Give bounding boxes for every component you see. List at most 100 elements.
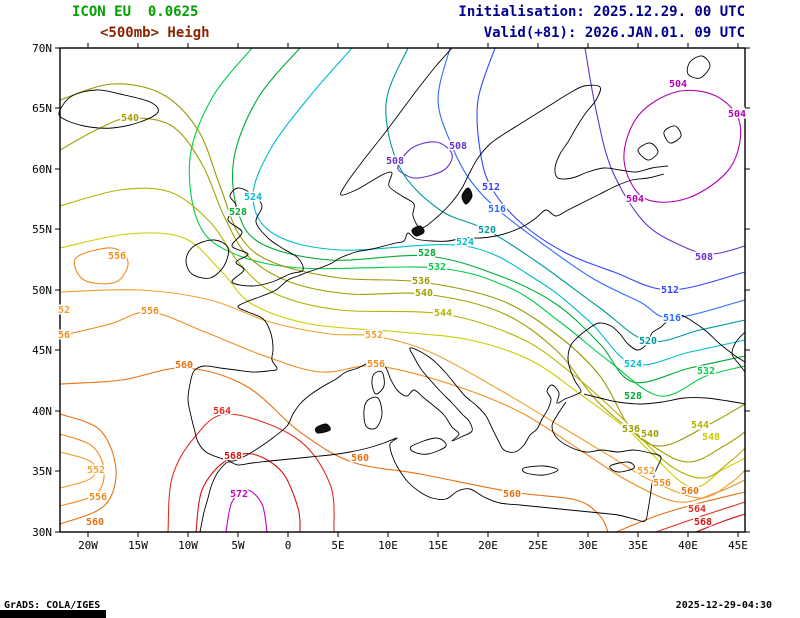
contour-label-508: 508 [386,156,404,167]
contour-524 [252,47,746,366]
contour-label-528: 528 [624,391,642,402]
coast-scandinavia [340,47,669,229]
contour-572 [225,489,268,533]
coast-mallorca [314,423,331,434]
contour-560 [615,491,746,533]
coast-danish-isles [411,225,425,237]
field-title: <500mb> Heigh [100,25,210,41]
contour-544 [59,187,746,479]
lon-label: 15W [128,539,148,552]
contour-label-560: 560 [175,360,193,371]
contour-label-540: 540 [121,113,139,124]
lon-label: 45E [728,539,748,552]
lat-label: 35N [32,465,52,478]
contour-520 [385,47,746,343]
contour-label-516: 516 [663,313,681,324]
contour-label-532: 532 [428,262,446,273]
contour-label-552: 552 [87,465,105,476]
coast-sardinia [363,396,383,430]
lon-label: 5W [231,539,245,552]
contour-label-532: 532 [697,366,715,377]
coast-crete [522,465,559,476]
axis-ticks [55,43,750,537]
coast-white-sea [686,55,711,79]
coastlines [58,47,746,533]
contour-label-504: 504 [728,109,746,120]
coast-gotland [461,187,473,205]
coast-corsica [371,370,385,395]
contour-528 [232,47,746,384]
contour-label-504: 504 [626,194,644,205]
contour-548 [59,232,746,488]
coast-sicily [409,437,447,455]
contour-label-572: 572 [230,489,248,500]
lon-label: 5E [331,539,344,552]
contour-value-labels: 540 504 504 504 508 508 508 512 516 520 524 524 528 5… [56,78,747,530]
contour-504 [623,89,742,203]
logo-bar [0,610,106,618]
lat-label: 45N [32,344,52,357]
lon-label: 15E [428,539,448,552]
contour-label-568: 568 [694,517,712,528]
init-time-label: Initialisation: 2025.12.29. 00 UTC [458,4,745,20]
coast-great-britain [227,187,304,287]
contour-568 [195,453,301,533]
contour-label-564: 564 [688,504,706,515]
contour-label-540: 540 [641,429,659,440]
contour-556 [73,247,129,285]
contour-label-512: 512 [482,182,500,193]
axis-labels: 20W 15W 10W 5W 0 5E 10E 15E 20E 25E 30E 35E 40E 45E 70… [32,42,748,552]
contour-label-552: 552 [637,466,655,477]
lat-label: 30N [32,526,52,539]
lat-label: 40N [32,405,52,418]
contour-536 [59,83,746,447]
contour-516 [437,47,746,319]
lat-label: 65N [32,102,52,115]
grads-credit: GrADS: COLA/IGES [4,600,101,611]
contour-label-508: 508 [695,252,713,263]
contour-label-548: 548 [702,432,720,443]
contour-label-544: 544 [434,308,452,319]
contour-label-524: 524 [624,359,642,370]
contour-label-524: 524 [456,237,474,248]
contour-564 [167,413,335,533]
lon-label: 10E [378,539,398,552]
contour-lines [59,47,746,533]
map-frame [59,47,746,533]
contour-label-560: 560 [351,453,369,464]
contour-label-556: 556 [108,251,126,262]
contour-label-560: 560 [86,517,104,528]
coast-black-sea-south [583,393,746,405]
coast-iceland [58,89,159,129]
lon-label: 10W [178,539,198,552]
coast-caspian-edge [731,331,746,373]
coast-ireland [185,239,229,279]
contour-label-52: 52 [58,305,70,316]
lon-label: 25E [528,539,548,552]
contour-label-56: 56 [58,330,70,341]
contour-label-528: 528 [229,207,247,218]
contour-560 [59,413,117,525]
contour-508 [397,141,453,179]
model-title: ICON EU 0.0625 [72,4,199,20]
contour-540 [59,117,746,463]
contour-508 [584,47,746,255]
contour-label-560: 560 [503,489,521,500]
lat-label: 50N [32,284,52,297]
contour-label-536: 536 [412,276,430,287]
contour-label-536: 536 [622,424,640,435]
contour-552 [59,451,97,489]
contour-552 [59,289,746,499]
coast-lake-ladoga [637,142,659,161]
contour-564 [655,501,746,533]
coast-lake-onega [663,125,682,144]
contour-label-564: 564 [213,406,231,417]
render-timestamp: 2025-12-29-04:30 [675,600,772,611]
contour-label-524: 524 [244,192,262,203]
coast-baltic-europe-med [187,173,746,462]
lat-label: 60N [32,163,52,176]
contour-label-568: 568 [224,451,242,462]
contour-label-556: 556 [653,478,671,489]
coast-anatolia-levant-africa [199,401,662,533]
contour-label-520: 520 [478,225,496,236]
